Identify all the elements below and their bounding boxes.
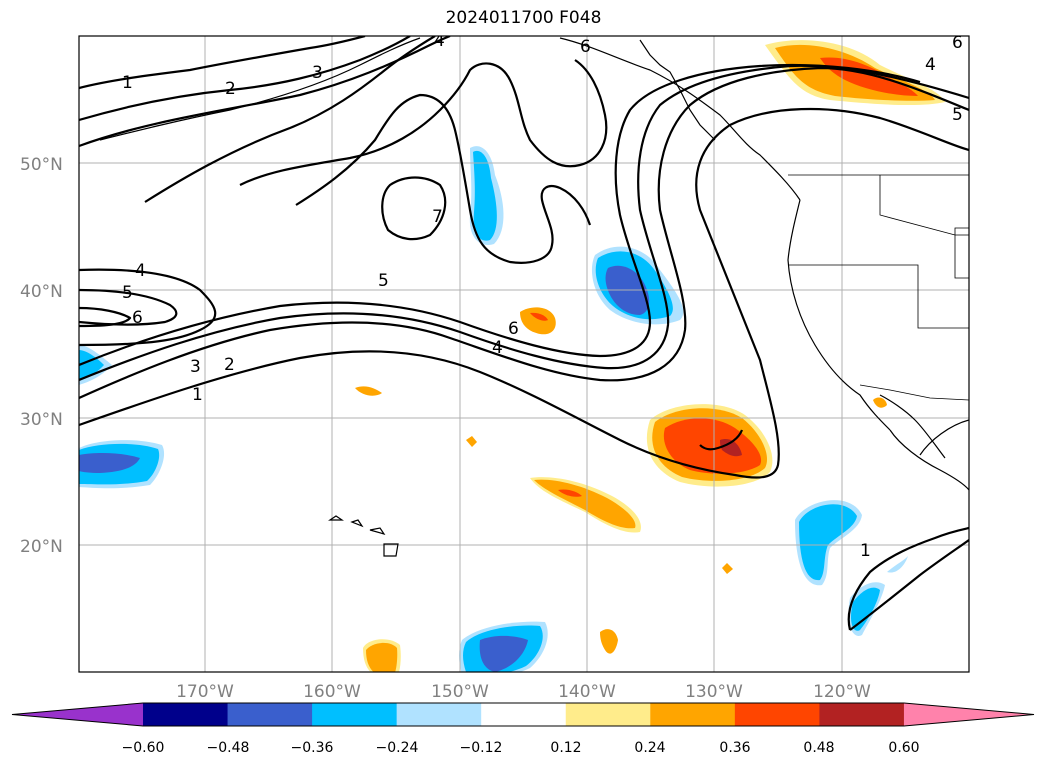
colorbar-extend-min	[12, 703, 143, 726]
political-borders	[788, 174, 969, 401]
contour-label: 7	[432, 207, 443, 227]
lat-label: 30°N	[20, 410, 63, 430]
contour-label: 6	[132, 308, 143, 328]
colorbar-tick-label: −0.48	[207, 740, 250, 756]
colorbar-tick-label: −0.24	[376, 740, 419, 756]
shaded-anomalies	[79, 40, 945, 672]
colorbar	[11, 702, 1035, 727]
colorbar-segment	[227, 703, 313, 726]
longitude-labels: 170°W 160°W 150°W 140°W 130°W 120°W	[176, 682, 871, 702]
contour-labels: 1 2 3 4 5 6 7 6 5 4 6 4 3 2 1 1 6 5 4	[122, 31, 963, 561]
lon-label: 120°W	[813, 682, 871, 702]
colorbar-extend-max	[903, 703, 1034, 726]
contour-label: 2	[225, 79, 236, 99]
contour-label: 4	[434, 31, 445, 51]
lat-label: 20°N	[20, 537, 63, 557]
contour-label: 4	[492, 338, 503, 358]
colorbar-tick-label: −0.12	[460, 740, 503, 756]
contour-label: 1	[192, 385, 203, 405]
contour-label: 6	[952, 33, 963, 53]
lat-label: 40°N	[20, 282, 63, 302]
lon-label: 130°W	[685, 682, 743, 702]
contour-label: 4	[925, 55, 936, 75]
lon-label: 140°W	[558, 682, 616, 702]
colorbar-tick-label: 0.12	[550, 740, 581, 756]
contour-label: 1	[860, 541, 871, 561]
lon-label: 160°W	[303, 682, 361, 702]
contour-label: 6	[508, 319, 519, 339]
colorbar-tick-label: −0.36	[291, 740, 334, 756]
colorbar-tick-label: 0.24	[634, 740, 665, 756]
map-title: 2024011700 F048	[445, 8, 602, 28]
contour-label: 4	[135, 261, 146, 281]
colorbar-segment	[734, 703, 820, 726]
contour-label: 1	[122, 73, 133, 93]
contour-label: 6	[580, 37, 591, 57]
colorbar-segment	[650, 703, 736, 726]
contour-label: 5	[378, 271, 389, 291]
contour-label: 3	[312, 63, 323, 83]
graticule	[79, 36, 969, 672]
map-frame	[78, 35, 970, 673]
colorbar-tick-label: −0.60	[122, 740, 165, 756]
colorbar-outline	[11, 702, 1035, 727]
colorbar-tick-label: 0.48	[803, 740, 834, 756]
latitude-labels: 50°N 40°N 30°N 20°N	[20, 155, 63, 557]
geopotential-contours	[79, 36, 969, 631]
contour-label: 2	[224, 355, 235, 375]
colorbar-segment	[312, 703, 398, 726]
lat-label: 50°N	[20, 155, 63, 175]
colorbar-segment	[396, 703, 482, 726]
lon-label: 170°W	[176, 682, 234, 702]
contour-label: 5	[952, 105, 963, 125]
colorbar-segment	[143, 703, 229, 726]
colorbar-tick-labels: −0.60 −0.48 −0.36 −0.24 −0.12 0.12 0.24 …	[122, 740, 920, 756]
lon-label: 150°W	[431, 682, 489, 702]
colorbar-segment	[819, 703, 905, 726]
contour-label: 3	[190, 357, 201, 377]
map-area: 1 2 3 4 5 6 7 6 5 4 6 4 3 2 1 1 6 5 4	[79, 31, 969, 672]
contour-label: 5	[122, 283, 133, 303]
colorbar-segment	[565, 703, 651, 726]
colorbar-segment	[481, 703, 567, 726]
colorbar-tick-label: 0.36	[719, 740, 750, 756]
colorbar-tick-label: 0.60	[888, 740, 919, 756]
